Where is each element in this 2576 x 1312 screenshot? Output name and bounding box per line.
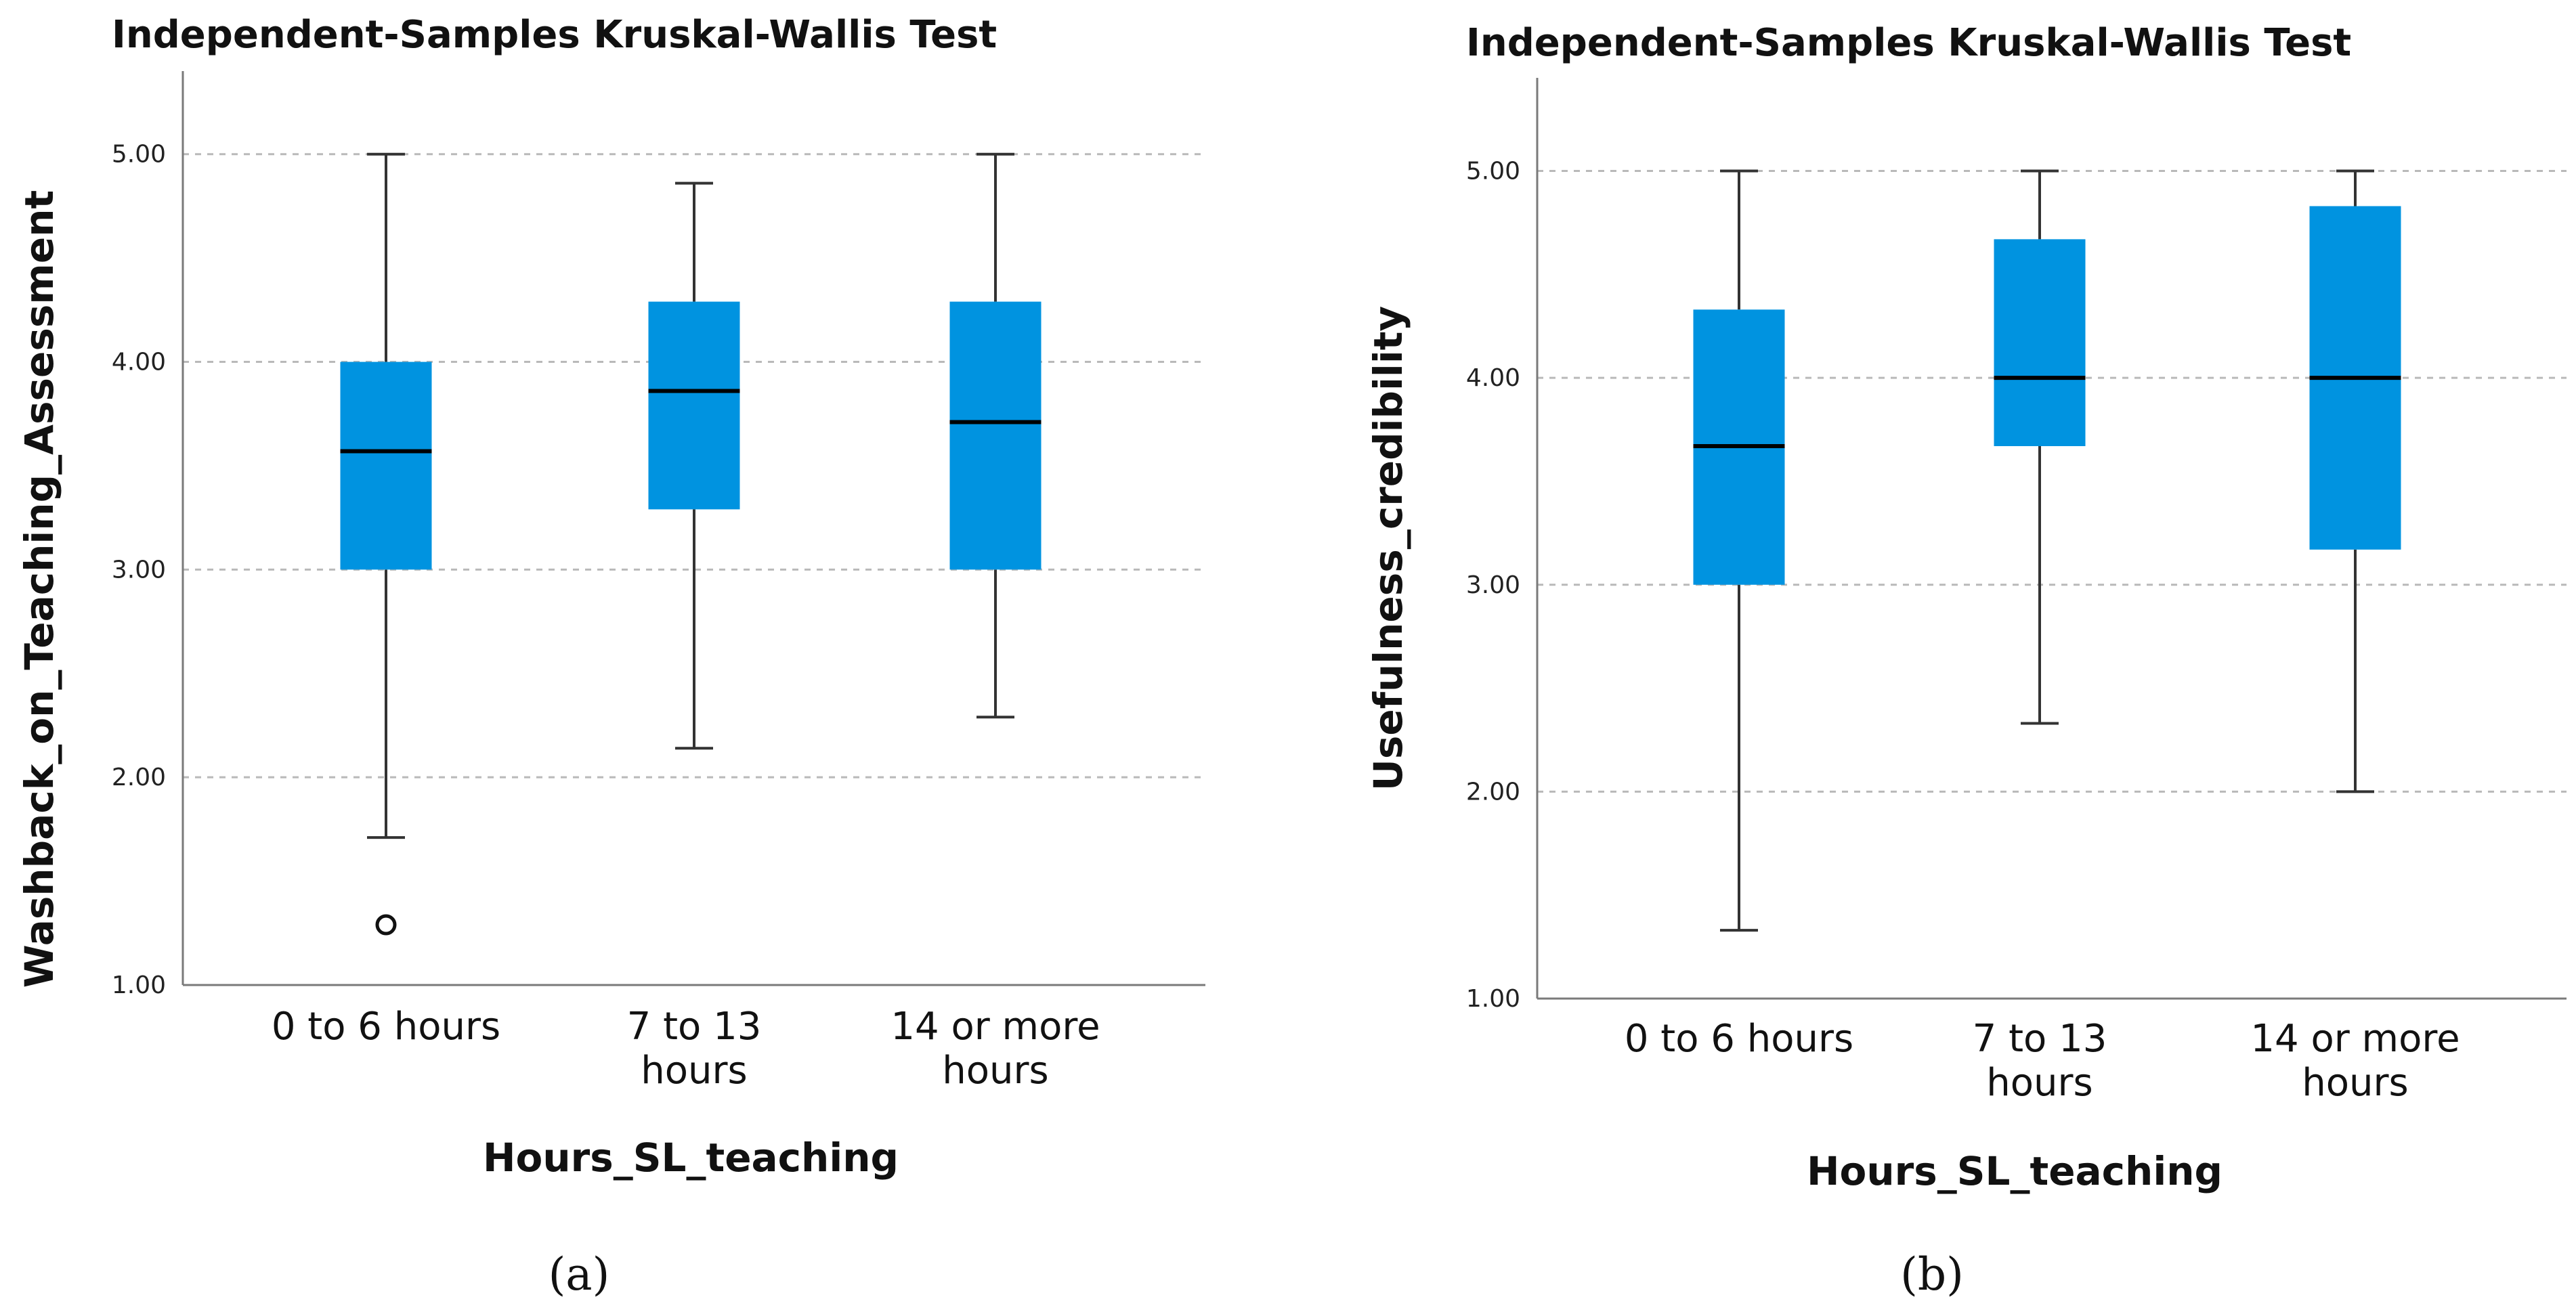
y-tick-label: 2.00 [1466,778,1520,806]
y-tick-label: 3.00 [1466,571,1520,599]
y-tick-label: 5.00 [1466,158,1520,185]
chart-panel-b: Independent-Samples Kruskal-Wallis Test … [1365,21,2567,1300]
y-tick-label: 4.00 [1466,364,1520,392]
box [1994,239,2086,446]
chart-title: Independent-Samples Kruskal-Wallis Test [1466,21,2351,65]
box [949,301,1042,570]
chart-title: Independent-Samples Kruskal-Wallis Test [112,13,997,57]
x-tick-label: 0 to 6 hours [272,1005,500,1049]
y-tick-label: 1.00 [112,971,166,999]
x-tick-label: 0 to 6 hours [1625,1017,1853,1061]
y-tick-label: 3.00 [112,556,166,584]
chart-panel-a: Independent-Samples Kruskal-Wallis Test … [16,13,1205,1300]
y-tick-label: 4.00 [112,349,166,376]
plot-area: 1.002.003.004.005.000 to 6 hours 7 to 13h… [1466,78,2567,1105]
x-tick-label: 7 to 13 [627,1005,762,1049]
outlier-point [375,914,397,936]
x-tick-label: 14 or more [890,1005,1100,1049]
x-tick-label: hours [1986,1061,2092,1105]
x-tick-label: hours [942,1049,1048,1093]
x-tick-label: hours [641,1049,747,1093]
y-tick-label: 2.00 [112,764,166,791]
y-axis-label: Usefulness_credibility [1365,306,1411,791]
panel-label: (b) [1900,1248,1964,1300]
x-axis-label: Hours_SL_teaching [483,1135,899,1181]
box [648,301,740,510]
y-tick-label: 5.00 [112,141,166,169]
x-tick-label: 7 to 13 [1973,1017,2107,1061]
y-tick-label: 1.00 [1466,985,1520,1013]
x-axis-label: Hours_SL_teaching [1807,1148,2223,1194]
box [340,362,432,570]
x-tick-label: 14 or more [2250,1017,2460,1061]
y-axis-label: Washback_on_Teaching_Assessment [16,190,62,988]
x-tick-label: hours [2302,1061,2408,1105]
plot-area: 1.002.003.004.005.000 to 6 hours 7 to 13h… [112,71,1205,1093]
panel-label: (a) [549,1248,610,1300]
